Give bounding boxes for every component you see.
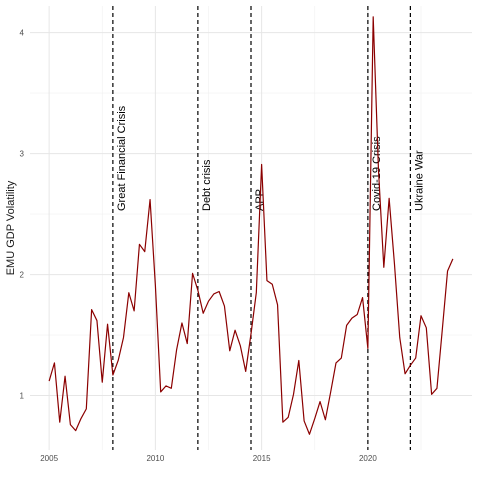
y-tick-label-1: 2 (20, 271, 25, 280)
series-line-0 (48, 16, 454, 435)
event-label-3: Covid-19 Crisis (371, 136, 383, 211)
x-tick-label-1: 2010 (146, 454, 164, 463)
y-axis-title: EMU GDP Volatility (5, 180, 17, 275)
y-tick-label-0: 1 (20, 392, 25, 401)
series-layer (48, 16, 454, 435)
x-tick-label-3: 2020 (359, 454, 377, 463)
y-tick-label-2: 3 (20, 150, 25, 159)
tick-labels: 2005 2010 2015 2020 1 2 3 4 (20, 29, 378, 463)
x-tick-label-2: 2015 (253, 454, 271, 463)
y-tick-label-3: 4 (20, 29, 25, 38)
event-label-1: Debt crisis (201, 159, 213, 211)
event-label-0: Great Financial Crisis (116, 105, 128, 211)
x-tick-label-0: 2005 (40, 454, 58, 463)
event-label-4: Ukraine War (413, 150, 425, 211)
